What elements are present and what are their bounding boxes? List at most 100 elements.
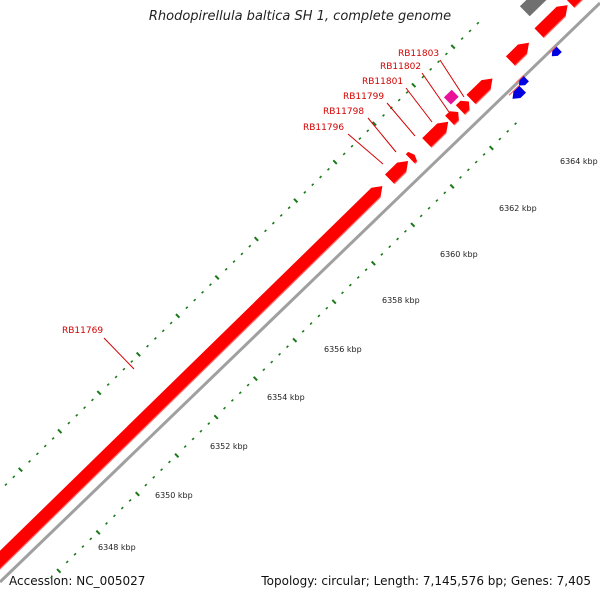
gene-rb11803-highlight <box>475 88 492 105</box>
leader-line <box>347 133 384 165</box>
inner-tick <box>435 199 439 202</box>
inner-tick <box>73 552 77 556</box>
scale-label: 6352 kbp <box>210 442 248 451</box>
gene-rb11798-highlight <box>414 160 418 164</box>
gene-rb11769-highlight <box>0 196 381 570</box>
gene-rb11799-highlight <box>430 132 447 148</box>
gene-rb11769 <box>0 186 383 570</box>
inner-tick <box>292 337 298 343</box>
outer-tick <box>232 260 236 264</box>
outer-tick <box>57 428 63 434</box>
gene-forward-c-highlight <box>573 0 583 9</box>
inner-tick <box>380 252 384 256</box>
inner-tick <box>144 483 148 487</box>
outer-tick <box>17 467 23 473</box>
scale-label: 6358 kbp <box>382 296 420 305</box>
outer-tick <box>411 82 417 88</box>
label-leader-lines <box>103 59 465 370</box>
outer-tick <box>476 21 480 25</box>
inner-tick <box>105 522 108 525</box>
outer-tick <box>358 137 362 140</box>
inner-tick <box>213 414 219 420</box>
inner-tick <box>191 437 195 441</box>
gene-label: RB11796 <box>303 123 344 133</box>
outer-tick <box>175 313 181 319</box>
inner-tick <box>325 306 329 310</box>
outer-tick <box>311 183 315 187</box>
outer-tick <box>468 29 472 33</box>
inner-tick <box>317 314 321 318</box>
inner-tick <box>419 214 423 218</box>
gene-rna <box>443 89 459 105</box>
outer-tick <box>161 329 165 333</box>
scale-label: 6362 kbp <box>499 204 537 213</box>
outer-tick <box>382 114 385 117</box>
scale-label: 6356 kbp <box>324 345 362 354</box>
inner-tick <box>270 360 274 364</box>
outer-tick <box>169 321 173 325</box>
outer-tick <box>28 460 31 463</box>
outer-tick <box>450 44 456 50</box>
outer-tick <box>342 152 346 156</box>
inner-tick <box>252 376 258 382</box>
gene-forward-a-highlight <box>514 53 528 67</box>
inner-tick <box>56 568 62 574</box>
outer-tick <box>248 244 252 248</box>
outer-tick <box>106 383 110 387</box>
scale-labels: 6348 kbp 6350 kbp 6352 kbp 6354 kbp 6356 kbp… <box>98 157 598 552</box>
outer-tick <box>253 236 259 242</box>
gene-forward-c <box>566 0 583 8</box>
outer-tick <box>201 290 205 294</box>
gene-reverse-c-highlight <box>548 45 557 54</box>
leader-line <box>405 87 433 123</box>
inner-tick <box>207 422 211 425</box>
inner-tick <box>134 491 140 497</box>
scale-label: 6350 kbp <box>155 491 193 500</box>
gene-rb11801-highlight <box>453 120 460 126</box>
leader-line <box>386 102 416 137</box>
gene-rb11801 <box>445 111 459 126</box>
inner-tick <box>514 122 518 126</box>
outer-tick <box>51 436 55 440</box>
outer-tick <box>429 67 433 71</box>
inner-tick <box>230 399 234 402</box>
outer-tick <box>90 398 94 402</box>
outer-tick <box>193 298 197 302</box>
gene-reverse-b <box>519 75 529 86</box>
inner-tick <box>506 129 510 133</box>
gene-rb11803 <box>466 78 493 105</box>
outer-tick <box>303 190 307 194</box>
outer-tick <box>83 406 87 410</box>
inner-tick <box>199 429 203 433</box>
inner-tick <box>89 537 93 541</box>
gene-rb11802-highlight <box>464 109 471 116</box>
gene-labels: RB11769 RB11796 RB11798 RB11799 RB11801 RB118… <box>62 49 439 336</box>
leader-line <box>439 59 465 98</box>
outer-tick <box>214 274 220 280</box>
outer-tick <box>35 452 39 456</box>
inner-tick <box>301 329 305 333</box>
gene-forward-b-highlight <box>543 15 567 39</box>
outer-tick <box>437 60 441 64</box>
outer-tick <box>405 90 409 94</box>
outer-tick <box>67 421 71 425</box>
feature-track <box>0 0 583 570</box>
outer-tick <box>185 306 189 310</box>
inner-tick <box>449 183 455 189</box>
outer-tick <box>287 206 291 210</box>
inner-tick-marks <box>49 122 518 579</box>
inner-tick <box>278 352 282 356</box>
backbone-line <box>0 1 600 584</box>
genome-backbone <box>0 1 600 584</box>
outer-tick <box>240 252 244 256</box>
outer-tick <box>371 121 377 127</box>
gene-rb11799 <box>422 121 449 148</box>
outer-tick <box>271 221 275 225</box>
inner-tick <box>443 191 447 195</box>
inner-tick <box>285 345 289 349</box>
gene-label: RB11769 <box>62 326 103 336</box>
inner-tick <box>238 391 242 395</box>
inner-tick <box>427 206 431 210</box>
outer-tick <box>4 483 8 487</box>
outer-tick <box>43 444 47 448</box>
